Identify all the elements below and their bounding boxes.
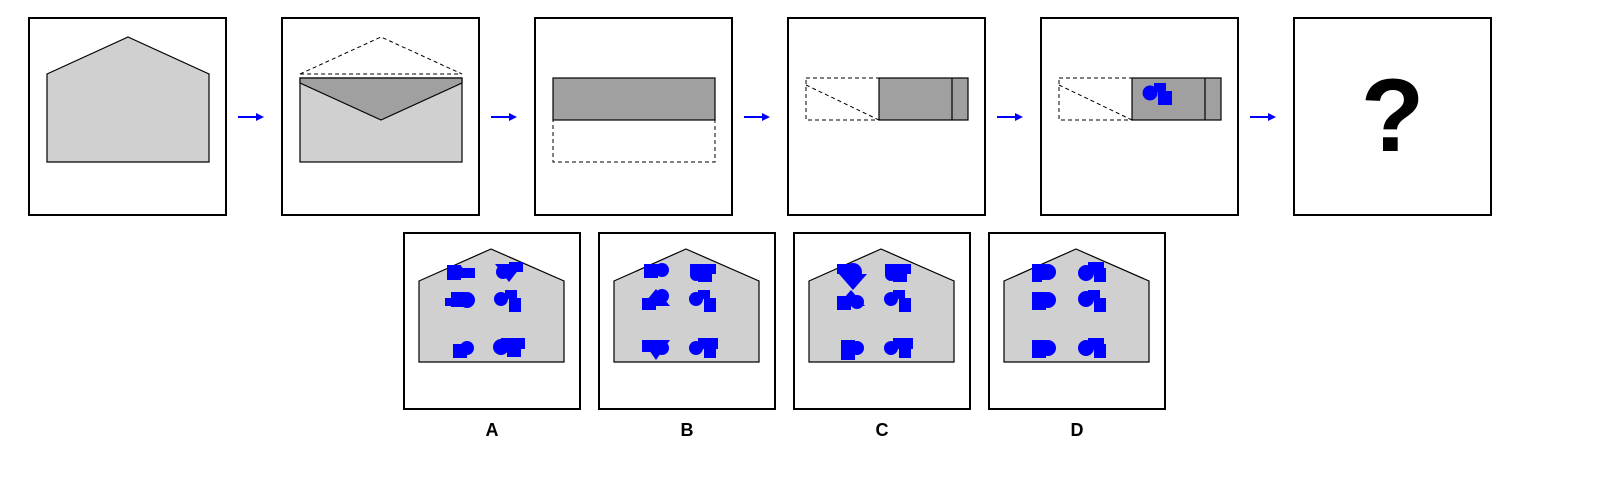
arrow-right-icon [238, 113, 264, 121]
option-a-label: A [485, 420, 499, 440]
option-b-holes [642, 263, 718, 360]
step-panel-5 [1040, 17, 1239, 216]
option-c-panel[interactable] [793, 232, 971, 410]
option-a-house [418, 248, 565, 363]
arrow-right-icon [491, 113, 517, 121]
option-a-panel[interactable] [403, 232, 581, 410]
arrow-right-icon [997, 113, 1023, 121]
option-d-label: D [1070, 420, 1084, 440]
option-b-label: B [680, 420, 694, 440]
hole-shape-icon [1142, 83, 1172, 105]
step-panel-1 [28, 17, 227, 216]
punched-shape [1058, 77, 1222, 121]
option-b-panel[interactable] [598, 232, 776, 410]
option-d-house [1003, 248, 1150, 363]
option-d-panel[interactable] [988, 232, 1166, 410]
fold-roof-shape [299, 36, 463, 163]
option-c-holes [837, 263, 913, 360]
step-panel-4 [787, 17, 986, 216]
folded-rectangle-shape [552, 77, 716, 163]
option-b-house [613, 248, 760, 363]
option-c-house [808, 248, 955, 363]
house-shape [46, 36, 210, 163]
step-panel-3 [534, 17, 733, 216]
option-d-holes [1032, 262, 1106, 358]
arrow-right-icon [744, 113, 770, 121]
arrow-right-icon [1250, 113, 1276, 121]
option-a-holes [445, 262, 525, 358]
step-panel-2 [281, 17, 480, 216]
question-panel: ? [1293, 17, 1492, 216]
question-mark: ? [1360, 58, 1425, 174]
option-c-label: C [875, 420, 889, 440]
fold-side-shape [805, 77, 969, 121]
